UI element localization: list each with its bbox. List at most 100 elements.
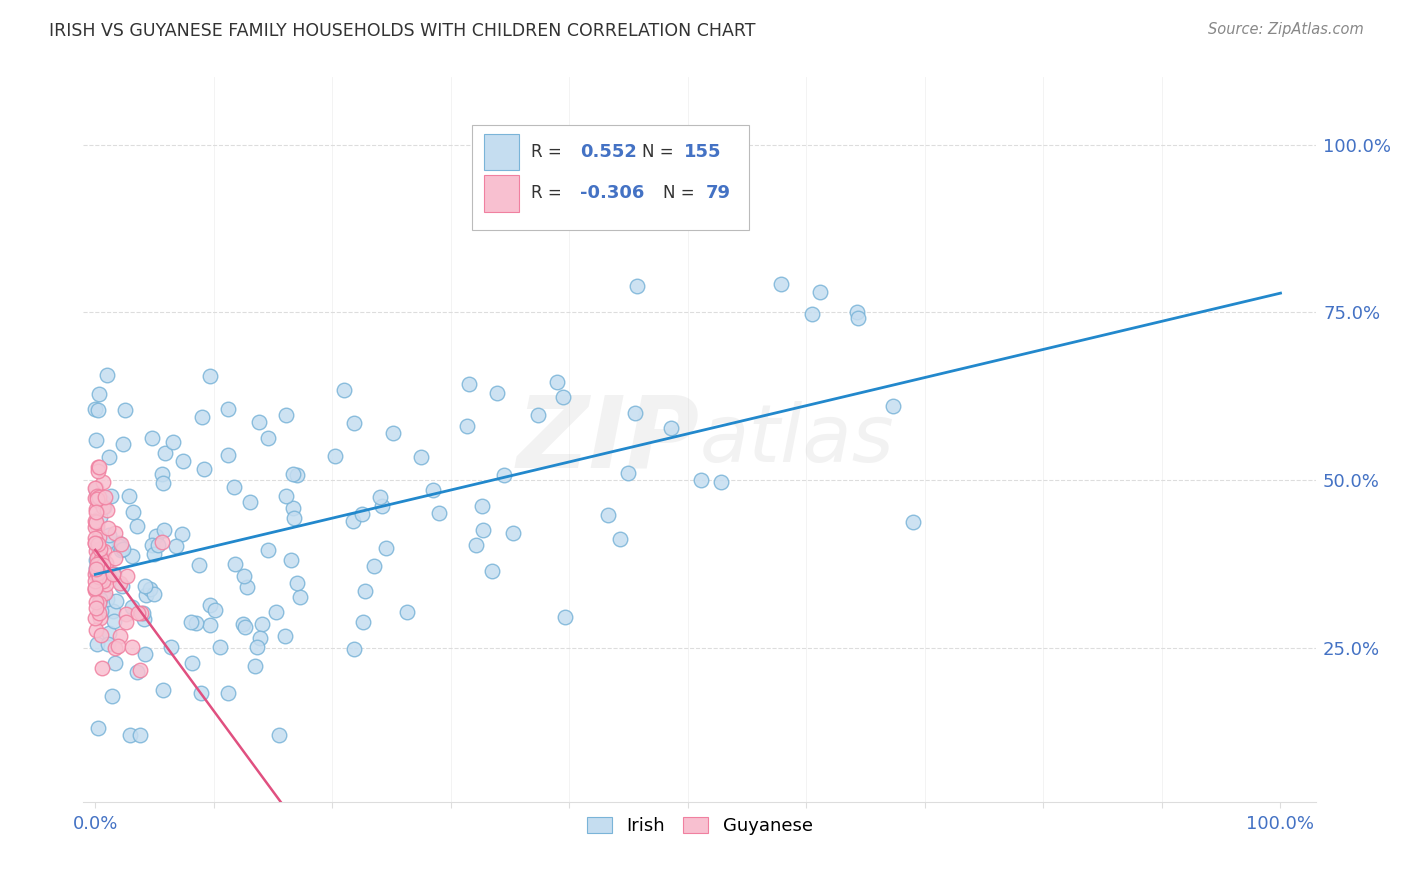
Point [281, 467, 304, 481]
Point [96, 591, 118, 606]
Point [96, 556, 118, 570]
Point [103, 604, 125, 618]
Point [363, 559, 385, 574]
Point [118, 489, 141, 503]
Point [882, 399, 904, 413]
Point [190, 686, 212, 700]
Point [285, 468, 308, 483]
Point [323, 449, 346, 463]
Point [84, 515, 107, 529]
Point [104, 551, 127, 566]
Point [111, 579, 134, 593]
Point [659, 421, 682, 435]
Point [94, 577, 117, 591]
Point [114, 403, 136, 417]
Point [104, 526, 127, 541]
Point [87, 402, 110, 417]
Point [134, 578, 156, 592]
Point [233, 620, 256, 634]
Point [97, 521, 120, 535]
Point [623, 407, 645, 421]
Point [91, 574, 114, 589]
Point [181, 656, 204, 670]
Point [87, 549, 110, 563]
Point [375, 541, 398, 556]
Point [333, 384, 356, 398]
Point [108, 536, 131, 550]
Point [274, 408, 297, 422]
Point [162, 435, 184, 450]
Point [90, 552, 112, 566]
Point [264, 606, 287, 620]
Point [846, 310, 869, 325]
Point [86, 551, 108, 566]
Point [87, 596, 110, 610]
Point [274, 629, 297, 643]
Point [187, 558, 209, 572]
Point [198, 598, 221, 612]
Point [808, 285, 831, 299]
Point [343, 416, 366, 430]
Point [152, 682, 174, 697]
Point [217, 686, 239, 700]
Text: atlas: atlas [700, 401, 894, 479]
Point [86, 518, 108, 533]
Point [86, 566, 108, 581]
Point [481, 565, 503, 579]
Point [87, 547, 110, 561]
Point [87, 530, 110, 544]
Point [371, 499, 394, 513]
Point [90, 604, 112, 618]
Point [87, 570, 110, 584]
Point [86, 433, 108, 447]
Point [84, 491, 107, 505]
Point [353, 583, 375, 598]
Text: IRISH VS GUYANESE FAMILY HOUSEHOLDS WITH CHILDREN CORRELATION CHART: IRISH VS GUYANESE FAMILY HOUSEHOLDS WITH… [49, 22, 755, 40]
Point [91, 475, 114, 490]
Point [84, 582, 107, 597]
Point [471, 500, 494, 514]
Point [249, 631, 271, 645]
Point [172, 454, 194, 468]
Point [105, 594, 128, 608]
Point [96, 502, 118, 516]
Point [846, 304, 869, 318]
Point [108, 539, 131, 553]
Point [100, 689, 122, 703]
Point [710, 475, 733, 489]
Point [84, 567, 107, 582]
Point [236, 580, 259, 594]
Point [198, 369, 221, 384]
Point [89, 611, 111, 625]
Point [91, 494, 114, 508]
Point [84, 581, 107, 595]
Point [250, 617, 273, 632]
Point [901, 515, 924, 529]
Text: R =: R = [531, 185, 567, 202]
Point [131, 606, 153, 620]
Point [104, 656, 127, 670]
Point [87, 493, 110, 508]
Point [132, 612, 155, 626]
Text: 155: 155 [683, 143, 721, 161]
Point [87, 460, 110, 475]
Point [91, 550, 114, 565]
Point [160, 640, 183, 654]
Point [84, 536, 107, 550]
Point [208, 640, 231, 655]
Point [690, 473, 713, 487]
Point [800, 307, 823, 321]
Point [97, 637, 120, 651]
Point [97, 534, 120, 549]
Point [247, 415, 270, 429]
Point [84, 483, 107, 497]
Point [87, 558, 110, 572]
Point [132, 606, 155, 620]
Point [471, 523, 494, 537]
Point [91, 558, 114, 572]
Point [97, 450, 120, 465]
Point [110, 542, 132, 557]
Point [96, 368, 118, 383]
Point [84, 624, 107, 638]
Point [91, 500, 114, 515]
